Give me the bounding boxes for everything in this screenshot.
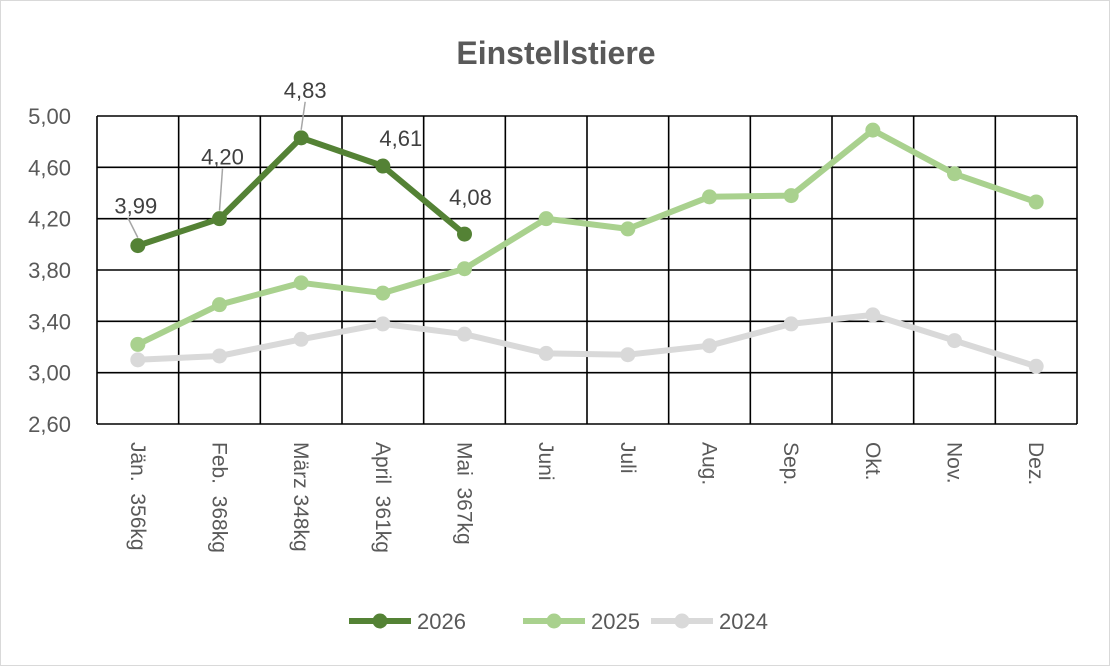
data-point-2026 (293, 130, 309, 146)
legend-item-2026: 2026 (349, 609, 466, 634)
data-point-2024 (212, 348, 227, 364)
series-2024 (130, 307, 1044, 374)
data-point-2026 (130, 238, 146, 254)
series-2026 (130, 130, 472, 254)
x-tick-label: Aug. (698, 442, 721, 485)
x-tick-label: Dez. (1024, 442, 1047, 485)
data-point-2024 (620, 347, 636, 363)
data-label: 4,08 (449, 185, 492, 210)
x-tick-label: Jän. 356kg (126, 442, 149, 551)
legend-item-2025: 2025 (523, 609, 640, 634)
data-point-2025 (947, 166, 962, 182)
legend-label: 2024 (719, 609, 768, 634)
legend-swatch-marker (546, 613, 562, 629)
legend-label: 2026 (417, 609, 466, 634)
x-tick-label: Feb. 368kg (208, 442, 231, 553)
x-tick-label: Juli (616, 442, 639, 474)
chart-title: Einstellstiere (456, 35, 655, 71)
data-point-2024 (1028, 358, 1044, 374)
data-label-leader (127, 217, 139, 238)
x-tick-label: Okt. (861, 442, 884, 481)
series-line-2025 (134, 127, 1040, 348)
series-line-2024 (134, 311, 1040, 370)
data-point-2025 (457, 261, 472, 277)
data-point-2025 (212, 297, 227, 313)
data-point-2025 (375, 285, 391, 301)
data-point-2026 (375, 158, 391, 174)
data-point-2024 (865, 307, 881, 323)
data-point-2025 (130, 336, 146, 352)
data-point-2025 (865, 122, 881, 138)
data-point-2025 (538, 211, 554, 227)
y-tick-label: 4,20 (28, 207, 71, 232)
data-point-2026 (212, 211, 227, 227)
data-point-2024 (130, 352, 146, 368)
y-tick-label: 3,40 (28, 309, 71, 334)
data-point-2024 (538, 345, 554, 361)
data-point-2025 (293, 275, 309, 291)
data-point-2025 (1028, 194, 1044, 210)
series-layer (130, 122, 1044, 374)
x-tick-label: Juni (534, 442, 557, 481)
data-point-2024 (702, 338, 717, 354)
y-tick-label: 5,00 (28, 104, 71, 129)
legend: 2026 2025 2024 (349, 609, 768, 634)
y-tick-label: 3,00 (28, 361, 71, 386)
data-point-2024 (293, 331, 309, 347)
y-tick-label: 4,60 (28, 155, 71, 180)
x-tick-label: Sep. (779, 442, 802, 485)
data-point-2024 (947, 333, 962, 349)
data-point-2025 (702, 189, 717, 205)
data-label-leader (218, 168, 224, 211)
data-point-2025 (620, 221, 636, 237)
data-label: 4,20 (201, 145, 244, 170)
data-point-2024 (375, 316, 391, 332)
data-label: 4,61 (379, 126, 422, 151)
x-tick-label: Nov. (943, 442, 966, 484)
legend-label: 2025 (591, 609, 640, 634)
y-axis-ticks: 2,60 3,00 3,40 3,80 4,20 4,60 5,00 (28, 104, 71, 437)
x-tick-label: März 348kg (289, 442, 312, 552)
data-point-2024 (457, 326, 472, 342)
data-label: 3,99 (114, 194, 157, 219)
y-tick-label: 2,60 (28, 412, 71, 437)
legend-item-2024: 2024 (651, 609, 768, 634)
series-line-2026 (134, 134, 468, 249)
legend-swatch-marker (674, 613, 690, 629)
legend-swatch-marker (372, 613, 388, 629)
data-label: 4,83 (284, 78, 327, 103)
series-2025 (130, 122, 1044, 352)
x-tick-label: April 361kg (371, 442, 394, 553)
grid (96, 115, 1078, 425)
data-point-2026 (457, 226, 472, 242)
data-point-2024 (783, 316, 799, 332)
data-labels: 3,99 4,20 4,83 4,61 4,08 (114, 78, 492, 238)
y-tick-label: 3,80 (28, 258, 71, 283)
x-axis-ticks: Jän. 356kg Feb. 368kg März 348kg April 361k… (126, 442, 1047, 553)
data-label-leader (300, 101, 306, 130)
x-tick-label: Mai 367kg (453, 442, 476, 545)
data-point-2025 (783, 188, 799, 204)
